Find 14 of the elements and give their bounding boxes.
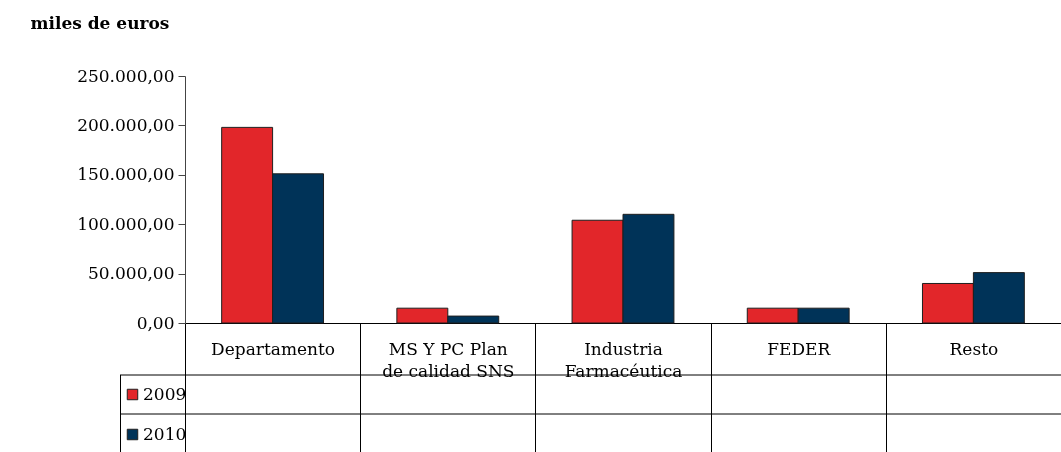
x-tick-label: Departamento	[211, 338, 336, 359]
y-tick-label: 50.000,00	[87, 263, 175, 284]
x-tick-label: FEDER	[767, 338, 832, 359]
y-tick-label: 0,00	[136, 312, 175, 333]
legend-label: 2010	[143, 423, 187, 444]
y-axis-title: miles de euros	[30, 12, 170, 33]
x-tick-label: Resto	[949, 338, 999, 359]
y-tick-label: 200.000,00	[77, 114, 175, 135]
y-tick-label: 250.000,00	[77, 65, 175, 86]
x-tick-label: Industria Farmacéutica	[564, 338, 683, 381]
y-tick-label: 100.000,00	[77, 213, 175, 234]
y-tick-label: 150.000,00	[77, 164, 175, 185]
x-tick-label: MS Y PC Plan de calidad SNS	[382, 338, 515, 381]
legend-label: 2009	[143, 383, 187, 404]
